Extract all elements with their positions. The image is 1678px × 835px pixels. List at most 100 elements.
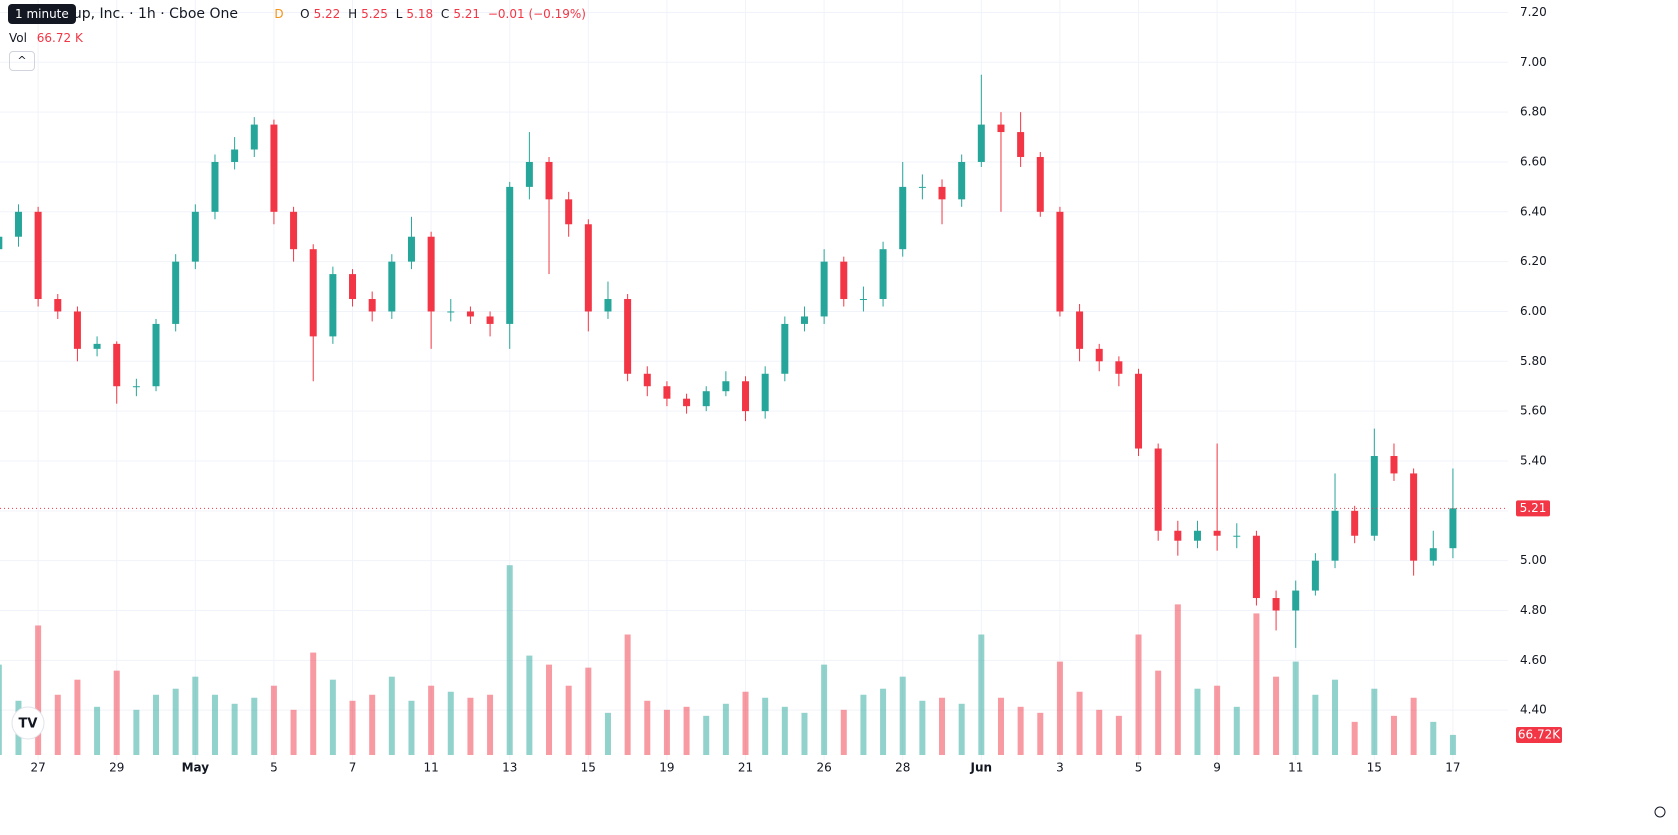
volume-bar (74, 679, 81, 755)
candle-body (270, 124, 278, 212)
volume-layer (0, 565, 1456, 755)
candle-body (1331, 510, 1339, 561)
tooltip: 1 minute (8, 4, 76, 24)
y-tick-label: 4.40 (1520, 703, 1547, 717)
candle-body (545, 161, 553, 200)
candle-body (309, 249, 317, 337)
low-label: L (395, 7, 403, 21)
y-tick-label: 5.60 (1520, 404, 1547, 418)
volume-bar (1233, 706, 1240, 755)
candle-body (34, 211, 42, 300)
candle-body (1036, 156, 1044, 212)
candle-body (191, 211, 199, 262)
volume-bar (703, 715, 710, 755)
logo-mark: TV (19, 717, 38, 732)
candle-body (899, 186, 907, 250)
candle-body (722, 381, 730, 392)
settings-icon[interactable] (1654, 806, 1666, 818)
volume-bar (899, 676, 906, 755)
logo[interactable] (11, 706, 45, 740)
last-price-box (1516, 500, 1550, 517)
candle-body (152, 323, 160, 387)
candle-body (1252, 535, 1260, 599)
x-tick-label: 9 (1213, 761, 1221, 775)
y-tick-label: 5.00 (1520, 553, 1547, 567)
candle-body (702, 391, 710, 407)
volume-bar (428, 685, 435, 755)
candle-body (1115, 361, 1123, 374)
volume-bar (801, 712, 808, 755)
candle-body (172, 261, 180, 324)
volume-bar (1292, 661, 1299, 755)
x-tick-label: 26 (816, 761, 831, 775)
volume-bar (349, 700, 356, 755)
y-tick-label: 4.60 (1520, 653, 1547, 667)
volume-bar (192, 676, 199, 755)
open-label: O (300, 7, 310, 21)
volume-bar (1115, 715, 1122, 755)
close-label: C (440, 7, 450, 21)
volume-title: Vol (9, 31, 27, 45)
volume-bar (860, 694, 867, 755)
candle-body (1429, 548, 1437, 561)
volume-bar (388, 676, 395, 755)
volume-bar (270, 685, 277, 755)
candle-body (231, 149, 239, 162)
volume-bar (840, 709, 847, 755)
volume-bar (546, 664, 553, 755)
candle-body (1193, 530, 1201, 541)
collapse-button[interactable]: ^ (9, 51, 35, 71)
volume-bar (447, 691, 454, 755)
volume-bar (762, 697, 769, 755)
volume-bar (978, 634, 985, 755)
volume-bar (1390, 715, 1397, 755)
volume-bar (939, 697, 946, 755)
candle-body (54, 299, 62, 312)
volume-bar (919, 700, 926, 755)
candle-body (683, 398, 691, 407)
y-tick-label: 6.40 (1520, 204, 1547, 218)
candle-body (466, 311, 474, 317)
volume-bar (1096, 709, 1103, 755)
x-tick-label: 27 (30, 761, 45, 775)
volume-bar (467, 697, 474, 755)
volume-bar (211, 694, 218, 755)
x-tick-label: 17 (1445, 761, 1460, 775)
candle-body (604, 299, 612, 312)
volume-bar (1017, 706, 1024, 755)
candle-body (1056, 211, 1064, 312)
x-tick-label: 28 (895, 761, 910, 775)
candle-body (1370, 456, 1378, 536)
candle-body (1390, 456, 1398, 474)
candle-body (447, 311, 455, 313)
volume-bar (781, 706, 788, 755)
candle-body (1449, 508, 1457, 549)
x-tick-label: 15 (581, 761, 596, 775)
candle-body (977, 124, 985, 162)
candle-body (1174, 530, 1182, 541)
x-tick-label: 5 (1135, 761, 1143, 775)
candle-body (349, 274, 357, 300)
volume-bar (1332, 679, 1339, 755)
candle-body (506, 186, 514, 324)
candle-body (820, 261, 828, 317)
x-tick-label: 29 (109, 761, 124, 775)
volume-value: 66.72 K (36, 31, 83, 45)
y-tick-label: 5.40 (1520, 453, 1547, 467)
volume-bar (0, 664, 2, 755)
candle-body (840, 261, 848, 300)
x-tick-label: 5 (270, 761, 278, 775)
volume-bar (172, 688, 179, 755)
volume-bar (683, 706, 690, 755)
volume-bar (585, 667, 592, 755)
volume-bar (1194, 688, 1201, 755)
volume-bar (506, 565, 513, 755)
candle-body (1076, 311, 1084, 349)
candle-body (1154, 448, 1162, 531)
volume-bar (94, 706, 101, 755)
candle-body (250, 124, 258, 150)
close-value: 5.21 (453, 7, 481, 21)
candle-body (427, 236, 435, 312)
candle-body (879, 249, 887, 300)
